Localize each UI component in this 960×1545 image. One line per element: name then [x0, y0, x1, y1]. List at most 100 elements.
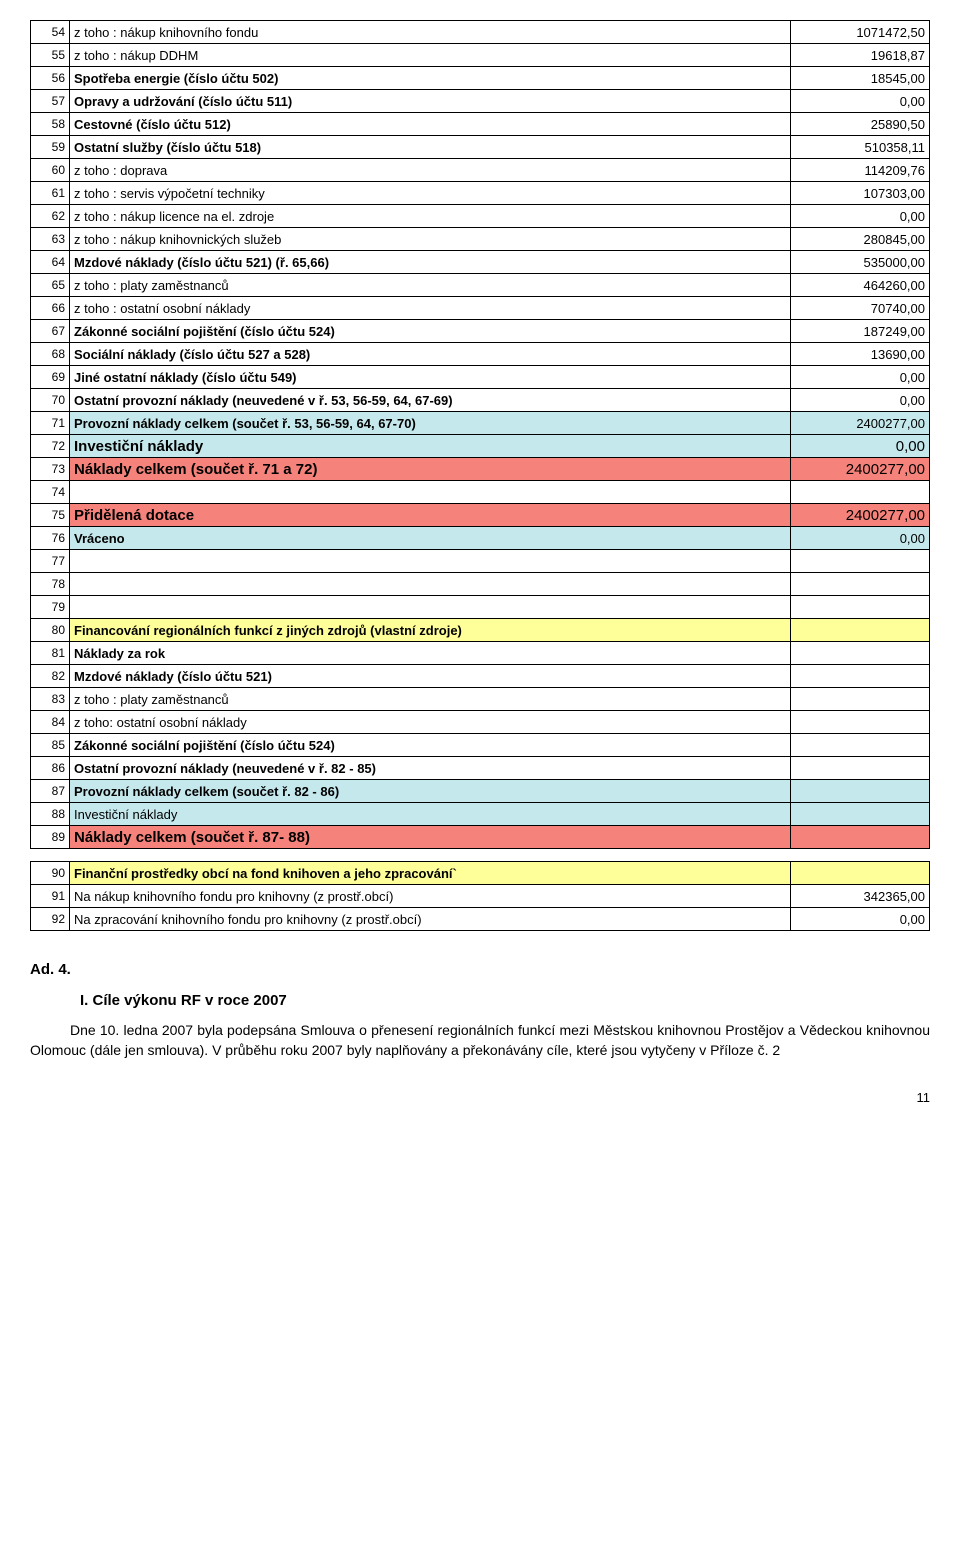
row-value: 187249,00 — [791, 320, 930, 343]
row-label: Ostatní služby (číslo účtu 518) — [70, 136, 791, 159]
row-value: 0,00 — [791, 908, 930, 931]
row-label: Náklady celkem (součet ř. 71 a 72) — [70, 458, 791, 481]
row-value: 464260,00 — [791, 274, 930, 297]
row-value: 70740,00 — [791, 297, 930, 320]
row-value — [791, 642, 930, 665]
row-number: 92 — [31, 908, 70, 931]
row-label: Na zpracování knihovního fondu pro kniho… — [70, 908, 791, 931]
row-label: Spotřeba energie (číslo účtu 502) — [70, 67, 791, 90]
row-value: 19618,87 — [791, 44, 930, 67]
row-label: Na nákup knihovního fondu pro knihovny (… — [70, 885, 791, 908]
row-value — [791, 619, 930, 642]
row-number: 82 — [31, 665, 70, 688]
row-number: 85 — [31, 734, 70, 757]
row-label: Opravy a udržování (číslo účtu 511) — [70, 90, 791, 113]
row-label: Vráceno — [70, 527, 791, 550]
row-label: z toho : nákup knihovnických služeb — [70, 228, 791, 251]
row-value: 18545,00 — [791, 67, 930, 90]
row-number: 58 — [31, 113, 70, 136]
row-value — [791, 780, 930, 803]
row-value: 342365,00 — [791, 885, 930, 908]
row-number: 56 — [31, 67, 70, 90]
row-value — [791, 862, 930, 885]
row-value: 0,00 — [791, 389, 930, 412]
row-value — [791, 481, 930, 504]
row-number: 55 — [31, 44, 70, 67]
row-label: Přidělená dotace — [70, 504, 791, 527]
row-number: 69 — [31, 366, 70, 389]
row-value: 510358,11 — [791, 136, 930, 159]
row-number: 86 — [31, 757, 70, 780]
row-number: 83 — [31, 688, 70, 711]
row-value: 2400277,00 — [791, 458, 930, 481]
row-value: 0,00 — [791, 205, 930, 228]
row-label: Investiční náklady — [70, 803, 791, 826]
row-number: 68 — [31, 343, 70, 366]
row-value: 535000,00 — [791, 251, 930, 274]
row-value: 0,00 — [791, 527, 930, 550]
row-number: 76 — [31, 527, 70, 550]
row-number: 59 — [31, 136, 70, 159]
row-value — [791, 826, 930, 849]
row-label: Ostatní provozní náklady (neuvedené v ř.… — [70, 757, 791, 780]
row-label: z toho : nákup knihovního fondu — [70, 21, 791, 44]
row-label: z toho : servis výpočetní techniky — [70, 182, 791, 205]
row-number: 91 — [31, 885, 70, 908]
row-number: 87 — [31, 780, 70, 803]
row-label: Mzdové náklady (číslo účtu 521) (ř. 65,6… — [70, 251, 791, 274]
row-number: 75 — [31, 504, 70, 527]
budget-table-obce: 90Finanční prostředky obcí na fond kniho… — [30, 861, 930, 931]
row-value — [791, 734, 930, 757]
row-value — [791, 711, 930, 734]
row-number: 74 — [31, 481, 70, 504]
row-number: 63 — [31, 228, 70, 251]
row-number: 90 — [31, 862, 70, 885]
row-number: 89 — [31, 826, 70, 849]
row-number: 62 — [31, 205, 70, 228]
row-value: 2400277,00 — [791, 412, 930, 435]
row-number: 88 — [31, 803, 70, 826]
body-paragraph: Dne 10. ledna 2007 byla podepsána Smlouv… — [30, 1021, 930, 1060]
page-number: 11 — [30, 1090, 930, 1105]
row-number: 65 — [31, 274, 70, 297]
row-number: 80 — [31, 619, 70, 642]
row-number: 61 — [31, 182, 70, 205]
row-value — [791, 757, 930, 780]
row-label: Sociální náklady (číslo účtu 527 a 528) — [70, 343, 791, 366]
row-label — [70, 481, 791, 504]
row-label — [70, 573, 791, 596]
row-number: 73 — [31, 458, 70, 481]
row-value: 1071472,50 — [791, 21, 930, 44]
row-label: z toho : platy zaměstnanců — [70, 688, 791, 711]
row-label: Zákonné sociální pojištění (číslo účtu 5… — [70, 320, 791, 343]
row-value: 25890,50 — [791, 113, 930, 136]
row-label: Jiné ostatní náklady (číslo účtu 549) — [70, 366, 791, 389]
row-label — [70, 550, 791, 573]
row-label: Finanční prostředky obcí na fond knihove… — [70, 862, 791, 885]
row-label: z toho : ostatní osobní náklady — [70, 297, 791, 320]
row-value — [791, 550, 930, 573]
row-label: z toho : nákup licence na el. zdroje — [70, 205, 791, 228]
row-label: Zákonné sociální pojištění (číslo účtu 5… — [70, 734, 791, 757]
row-number: 67 — [31, 320, 70, 343]
row-value: 280845,00 — [791, 228, 930, 251]
row-number: 81 — [31, 642, 70, 665]
row-value — [791, 665, 930, 688]
section-heading-cile: I. Cíle výkonu RF v roce 2007 — [80, 992, 930, 1009]
row-label: Cestovné (číslo účtu 512) — [70, 113, 791, 136]
row-value: 114209,76 — [791, 159, 930, 182]
row-number: 70 — [31, 389, 70, 412]
row-label: Provozní náklady celkem (součet ř. 82 - … — [70, 780, 791, 803]
row-value: 2400277,00 — [791, 504, 930, 527]
row-label: z toho : platy zaměstnanců — [70, 274, 791, 297]
row-value: 13690,00 — [791, 343, 930, 366]
row-value: 0,00 — [791, 435, 930, 458]
row-number: 79 — [31, 596, 70, 619]
row-label: z toho: ostatní osobní náklady — [70, 711, 791, 734]
row-label: Mzdové náklady (číslo účtu 521) — [70, 665, 791, 688]
row-label: Náklady za rok — [70, 642, 791, 665]
row-number: 60 — [31, 159, 70, 182]
row-value: 0,00 — [791, 90, 930, 113]
row-number: 57 — [31, 90, 70, 113]
section-heading-ad4: Ad. 4. — [30, 961, 930, 978]
